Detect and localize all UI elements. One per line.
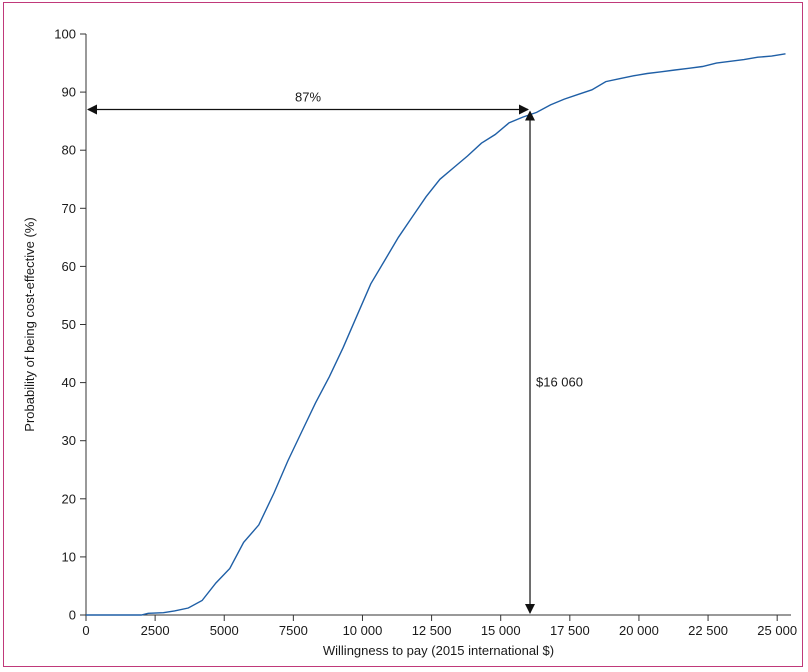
x-tick-label: 12 500: [412, 623, 452, 638]
y-ticks: 0 10 20 30 40 50 60 70 80 90 100: [54, 27, 86, 623]
x-tick-label: 20 000: [619, 623, 659, 638]
threshold-annotation: $16 060: [536, 375, 583, 390]
series-line: [86, 53, 786, 616]
x-tick-label: 2500: [141, 623, 170, 638]
y-tick-label: 20: [62, 491, 76, 506]
percent-annotation: 87%: [295, 90, 321, 105]
x-tick-label: 10 000: [343, 623, 383, 638]
y-axis-label: Probability of being cost-effective (%): [22, 217, 37, 431]
y-tick-label: 60: [62, 259, 76, 274]
x-tick-label: 17 500: [550, 623, 590, 638]
y-tick-label: 80: [62, 143, 76, 158]
y-tick-label: 0: [69, 608, 76, 623]
x-tick-label: 5000: [210, 623, 239, 638]
y-tick-label: 30: [62, 433, 76, 448]
x-tick-label: 7500: [279, 623, 308, 638]
x-ticks: 0 2500 5000 7500 10 000 12 500 15 000 17 500 20 …: [82, 615, 797, 638]
x-tick-label: 25 000: [757, 623, 797, 638]
x-tick-label: 0: [82, 623, 89, 638]
y-tick-label: 90: [62, 85, 76, 100]
y-tick-label: 50: [62, 317, 76, 332]
x-tick-label: 15 000: [481, 623, 521, 638]
axes: [85, 34, 791, 616]
x-tick-label: 22 500: [688, 623, 728, 638]
y-tick-label: 70: [62, 201, 76, 216]
y-tick-label: 10: [62, 549, 76, 564]
x-axis-label: Willingness to pay (2015 international $…: [323, 643, 554, 658]
y-tick-label: 40: [62, 375, 76, 390]
y-tick-label: 100: [54, 27, 76, 42]
